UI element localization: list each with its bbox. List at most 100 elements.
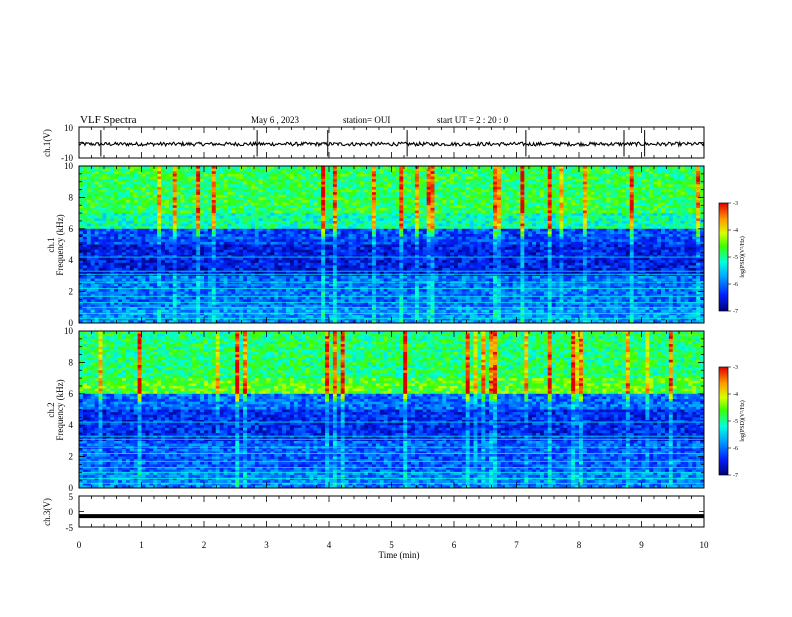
spectrogram-cell — [587, 210, 591, 213]
spectrogram-cell — [571, 171, 575, 174]
spectrogram-cell — [399, 197, 403, 200]
spectrogram-cell — [372, 221, 376, 224]
spectrogram-cell — [87, 218, 91, 221]
spectrogram-cell — [126, 174, 130, 177]
spectrogram-cell — [638, 216, 642, 219]
spectrogram-cell — [122, 179, 126, 182]
spectrogram-cell — [434, 200, 438, 203]
spectrogram-cell — [388, 237, 392, 240]
spectrogram-cell — [513, 176, 517, 179]
spectrogram-cell — [239, 242, 243, 245]
spectrogram-cell — [645, 200, 649, 203]
spectrogram-cell — [462, 200, 466, 203]
spectrogram-cell — [231, 192, 235, 195]
spectrogram-cell — [259, 200, 263, 203]
spectrogram-cell — [138, 213, 142, 216]
spectrogram-cell — [341, 171, 345, 174]
spectrogram-cell — [688, 174, 692, 177]
spectrogram-cell — [673, 182, 677, 185]
spectrogram-cell — [458, 187, 462, 190]
spectrogram-cell — [149, 226, 153, 229]
spectrogram-cell — [415, 197, 419, 200]
spectrogram-cell — [696, 224, 700, 227]
spectrogram-cell — [618, 234, 622, 237]
spectrogram-cell — [224, 169, 228, 172]
spectrogram-cell — [415, 239, 419, 242]
spectrogram-cell — [286, 210, 290, 213]
spectrogram-cell — [309, 192, 313, 195]
spectrogram-cell — [595, 187, 599, 190]
spectrogram-cell — [251, 179, 255, 182]
spectrogram-cell — [309, 205, 313, 208]
spectrogram-cell — [567, 239, 571, 242]
spectrogram-cell — [642, 224, 646, 227]
spectrogram-cell — [556, 226, 560, 229]
spectrogram-cell — [321, 242, 325, 245]
spectrogram-cell — [204, 169, 208, 172]
spectrogram-cell — [157, 229, 161, 232]
spectrogram-cell — [540, 184, 544, 187]
spectrogram-cell — [337, 195, 341, 198]
spectrogram-cell — [384, 200, 388, 203]
spectrogram-cell — [87, 208, 91, 211]
spectrogram-cell — [118, 239, 122, 242]
spectrogram-cell — [157, 182, 161, 185]
spectrogram-cell — [681, 200, 685, 203]
spectrogram-cell — [696, 179, 700, 182]
spectrogram-cell — [184, 203, 188, 206]
spectrogram-cell — [356, 218, 360, 221]
spectrogram-cell — [192, 169, 196, 172]
spectrogram-cell — [434, 176, 438, 179]
spectrogram-cell — [196, 200, 200, 203]
spectrogram-cell — [556, 187, 560, 190]
spectrogram-cell — [376, 190, 380, 193]
spectrogram-cell — [165, 179, 169, 182]
spectrogram-cell — [165, 203, 169, 206]
spectrogram-cell — [595, 176, 599, 179]
spectrogram-cell — [657, 205, 661, 208]
spectrogram-cell — [309, 203, 313, 206]
spectrogram-cell — [317, 190, 321, 193]
spectrogram-cell — [118, 231, 122, 234]
spectrogram-cell — [102, 245, 106, 248]
spectrogram-cell — [583, 169, 587, 172]
spectrogram-cell — [325, 221, 329, 224]
spectrogram-cell — [505, 197, 509, 200]
spectrogram-cell — [380, 205, 384, 208]
spectrogram-cell — [122, 229, 126, 232]
spectrogram-cell — [489, 216, 493, 219]
spectrogram-cell — [520, 200, 524, 203]
spectrogram-cell — [142, 203, 146, 206]
spectrogram-cell — [181, 184, 185, 187]
spectrogram-cell — [95, 242, 99, 245]
spectrogram-cell — [513, 210, 517, 213]
spectrogram-cell — [501, 237, 505, 240]
spectrogram-cell — [313, 187, 317, 190]
spectrogram-cell — [224, 242, 228, 245]
spectrogram-cell — [427, 208, 431, 211]
spectrogram-cell — [462, 221, 466, 224]
spectrogram-cell — [392, 216, 396, 219]
spectrogram-cell — [290, 234, 294, 237]
spectrogram-cell — [454, 169, 458, 172]
spectrogram-cell — [224, 205, 228, 208]
spectrogram-cell — [345, 213, 349, 216]
spectrogram-cell — [692, 221, 696, 224]
spectrogram-cell — [669, 195, 673, 198]
spectrogram-cell — [419, 242, 423, 245]
spectrogram-cell — [165, 237, 169, 240]
spectrogram-cell — [474, 208, 478, 211]
spectrogram-cell — [220, 221, 224, 224]
spectrogram-cell — [688, 200, 692, 203]
spectrogram-cell — [110, 224, 114, 227]
spectrogram-cell — [87, 231, 91, 234]
spectrogram-cell — [204, 237, 208, 240]
spectrogram-cell — [286, 197, 290, 200]
spectrogram-cell — [423, 176, 427, 179]
spectrogram-cell — [329, 192, 333, 195]
spectrogram-cell — [477, 200, 481, 203]
spectrogram-cell — [505, 200, 509, 203]
spectrogram-cell — [587, 179, 591, 182]
spectrogram-cell — [407, 200, 411, 203]
spectrogram-cell — [274, 224, 278, 227]
